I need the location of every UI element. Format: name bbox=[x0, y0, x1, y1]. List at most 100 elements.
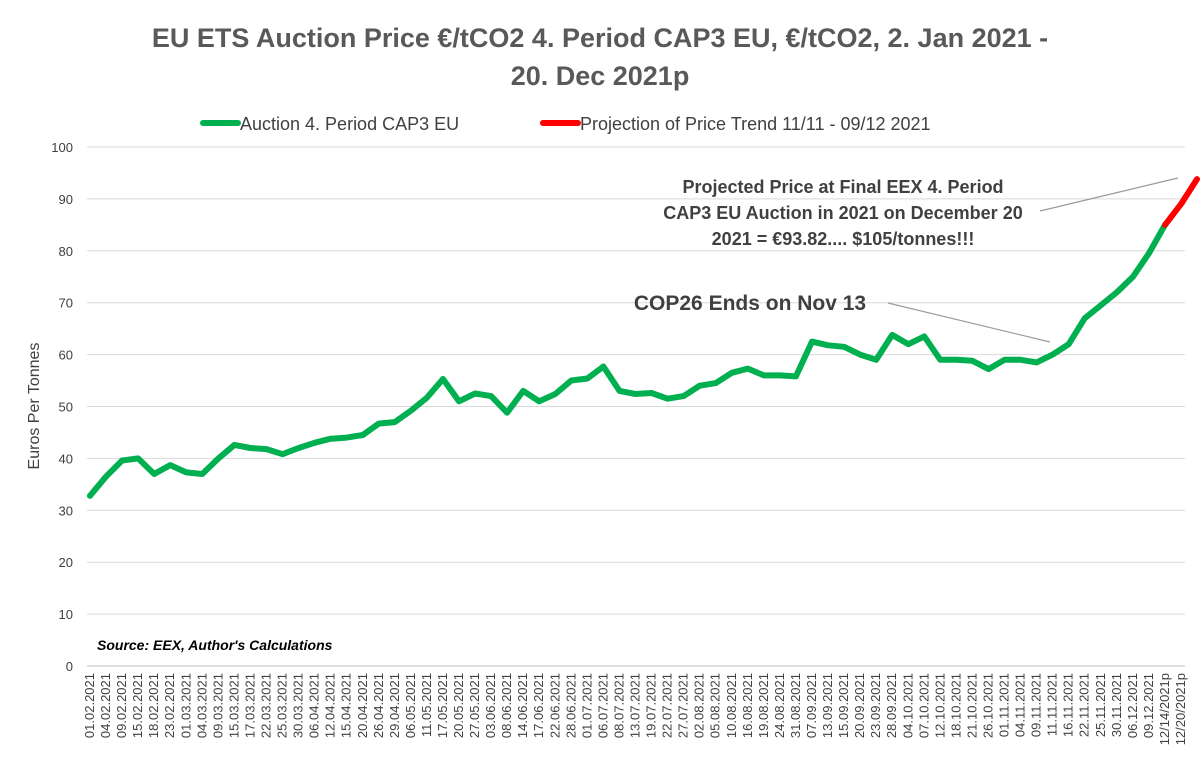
y-axis-label: Euros Per Tonnes bbox=[26, 343, 43, 470]
x-tick-label: 20.09.2021 bbox=[852, 673, 867, 738]
x-tick-label: 06.05.2021 bbox=[403, 673, 418, 738]
x-tick-label: 11.05.2021 bbox=[419, 673, 434, 737]
x-tick-label: 14.06.2021 bbox=[515, 673, 530, 738]
x-tick-label: 01.07.2021 bbox=[579, 673, 594, 738]
x-tick-label: 23.02.2021 bbox=[162, 673, 177, 738]
x-tick-label: 25.11.2021 bbox=[1093, 673, 1108, 737]
x-tick-label: 12.04.2021 bbox=[323, 673, 338, 738]
y-tick-label: 70 bbox=[59, 296, 73, 311]
x-tick-label: 15.09.2021 bbox=[836, 673, 851, 738]
y-tick-label: 30 bbox=[59, 503, 73, 518]
x-tick-label: 12/14/2021p bbox=[1157, 673, 1172, 745]
x-tick-label: 02.08.2021 bbox=[692, 673, 707, 738]
series-line-auction bbox=[87, 221, 1168, 499]
x-tick-label: 27.07.2021 bbox=[676, 673, 691, 738]
x-tick-label: 13.09.2021 bbox=[820, 673, 835, 738]
y-tick-label: 90 bbox=[59, 192, 73, 207]
x-tick-label: 20.04.2021 bbox=[355, 673, 370, 738]
x-tick-label: 24.08.2021 bbox=[772, 673, 787, 738]
x-tick-label: 09.02.2021 bbox=[114, 673, 129, 738]
x-tick-label: 17.03.2021 bbox=[242, 673, 257, 738]
series-line-projection bbox=[1162, 176, 1200, 228]
x-tick-label: 04.11.2021 bbox=[1013, 673, 1028, 737]
annotation-leader-line bbox=[1039, 177, 1179, 212]
x-tick-label: 09.03.2021 bbox=[210, 673, 225, 738]
annotation-projection: Projected Price at Final EEX 4. Period C… bbox=[663, 177, 1179, 249]
x-tick-label: 04.10.2021 bbox=[900, 673, 915, 738]
y-axis-ticks: 0 10 20 30 40 50 60 70 80 90 100 bbox=[51, 140, 73, 674]
annotation-text: Projected Price at Final EEX 4. Period bbox=[682, 177, 1003, 197]
x-tick-label: 06.07.2021 bbox=[595, 673, 610, 738]
x-tick-label: 29.04.2021 bbox=[387, 673, 402, 738]
x-tick-label: 26.10.2021 bbox=[980, 673, 995, 738]
x-tick-label: 13.07.2021 bbox=[628, 673, 643, 738]
x-tick-label: 27.05.2021 bbox=[467, 673, 482, 738]
x-tick-label: 15.02.2021 bbox=[130, 673, 145, 738]
x-tick-label: 04.03.2021 bbox=[194, 673, 209, 738]
x-tick-label: 16.08.2021 bbox=[740, 673, 755, 738]
x-tick-label: 30.11.2021 bbox=[1109, 673, 1124, 737]
x-tick-label: 20.05.2021 bbox=[451, 673, 466, 738]
x-tick-label: 19.07.2021 bbox=[644, 673, 659, 738]
x-tick-label: 22.06.2021 bbox=[547, 673, 562, 738]
x-tick-label: 18.10.2021 bbox=[948, 673, 963, 738]
x-tick-label: 01.02.2021 bbox=[82, 673, 97, 738]
x-tick-label: 18.02.2021 bbox=[146, 673, 161, 738]
x-tick-label: 17.05.2021 bbox=[435, 673, 450, 738]
x-tick-label: 08.06.2021 bbox=[499, 673, 514, 738]
x-tick-label: 16.11.2021 bbox=[1061, 673, 1076, 737]
x-tick-label: 07.09.2021 bbox=[804, 673, 819, 738]
x-tick-label: 25.03.2021 bbox=[275, 673, 290, 738]
x-tick-label: 09.12.2021 bbox=[1141, 673, 1156, 738]
chart-title-line-1: EU ETS Auction Price €/tCO2 4. Period CA… bbox=[152, 23, 1048, 53]
x-tick-label: 03.06.2021 bbox=[483, 673, 498, 738]
annotation-text: CAP3 EU Auction in 2021 on December 20 bbox=[663, 203, 1022, 223]
x-tick-label: 08.07.2021 bbox=[611, 673, 626, 738]
x-tick-label: 10.08.2021 bbox=[724, 673, 739, 738]
y-tick-label: 0 bbox=[66, 659, 73, 674]
x-tick-label: 06.12.2021 bbox=[1125, 673, 1140, 738]
legend-label-projection: Projection of Price Trend 11/11 - 09/12 … bbox=[580, 114, 931, 134]
x-tick-label: 21.10.2021 bbox=[964, 673, 979, 738]
x-tick-label: 09.11.2021 bbox=[1029, 673, 1044, 737]
x-tick-label: 28.09.2021 bbox=[884, 673, 899, 738]
annotation-text: COP26 Ends on Nov 13 bbox=[634, 292, 866, 315]
y-tick-label: 50 bbox=[59, 400, 73, 415]
x-tick-label: 07.10.2021 bbox=[916, 673, 931, 738]
x-tick-label: 04.02.2021 bbox=[98, 673, 113, 738]
y-tick-label: 100 bbox=[51, 140, 73, 155]
x-tick-label: 17.06.2021 bbox=[531, 673, 546, 738]
annotation-cop26: COP26 Ends on Nov 13 bbox=[634, 292, 1051, 343]
annotation-leader-line bbox=[887, 302, 1051, 343]
annotation-text: 2021 = €93.82.... $105/tonnes!!! bbox=[712, 229, 975, 249]
x-tick-label: 11.11.2021 bbox=[1045, 673, 1060, 736]
x-tick-label: 19.08.2021 bbox=[756, 673, 771, 738]
y-tick-label: 20 bbox=[59, 555, 73, 570]
series-lines bbox=[87, 176, 1200, 499]
legend-label-auction: Auction 4. Period CAP3 EU bbox=[240, 114, 459, 134]
x-tick-label: 01.11.2021 bbox=[997, 673, 1012, 737]
x-tick-label: 22.07.2021 bbox=[660, 673, 675, 738]
y-tick-label: 80 bbox=[59, 244, 73, 259]
y-tick-label: 40 bbox=[59, 451, 73, 466]
x-tick-label: 05.08.2021 bbox=[708, 673, 723, 738]
legend: Auction 4. Period CAP3 EU Projection of … bbox=[200, 114, 931, 134]
x-tick-label: 22.11.2021 bbox=[1077, 673, 1092, 737]
x-tick-label: 28.06.2021 bbox=[563, 673, 578, 738]
x-tick-label: 31.08.2021 bbox=[788, 673, 803, 738]
x-tick-label: 12/20/2021p bbox=[1173, 673, 1188, 745]
source-note: Source: EEX, Author's Calculations bbox=[97, 637, 333, 653]
x-tick-label: 22.03.2021 bbox=[258, 673, 273, 738]
y-tick-label: 60 bbox=[59, 348, 73, 363]
x-tick-label: 06.04.2021 bbox=[307, 673, 322, 738]
chart-title-line-2: 20. Dec 2021p bbox=[511, 61, 690, 91]
x-tick-label: 12.10.2021 bbox=[932, 673, 947, 738]
x-tick-label: 23.09.2021 bbox=[868, 673, 883, 738]
y-tick-label: 10 bbox=[59, 607, 73, 622]
x-tick-label: 26.04.2021 bbox=[371, 673, 386, 738]
x-tick-label: 01.03.2021 bbox=[178, 673, 193, 738]
x-tick-label: 30.03.2021 bbox=[291, 673, 306, 738]
x-axis-ticks: 01.02.2021 04.02.2021 09.02.2021 15.02.2021… bbox=[82, 673, 1188, 745]
